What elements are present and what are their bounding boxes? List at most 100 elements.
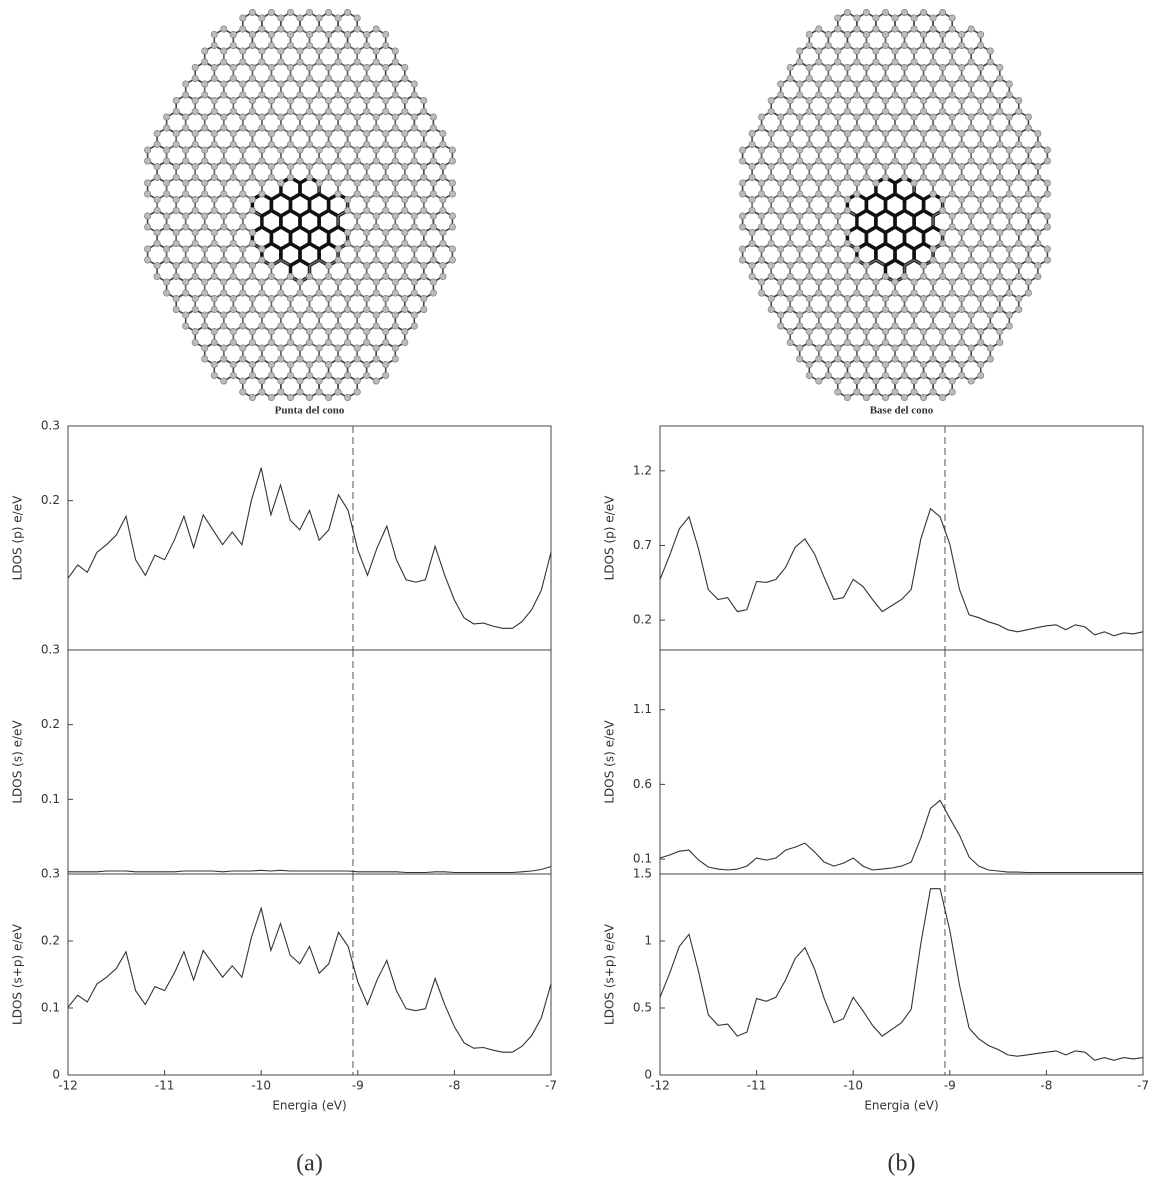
atom [863,262,869,268]
atom [901,130,907,136]
atom [335,48,341,54]
atom [249,196,255,202]
atom [863,339,869,345]
atom [1006,257,1012,263]
atom [249,130,255,136]
atom [402,97,408,103]
atom [816,81,822,87]
atom [959,372,965,378]
atom [421,240,427,246]
atom [411,290,417,296]
atom [259,345,265,351]
atom [939,108,945,114]
atom [797,345,803,351]
atom [373,180,379,186]
atom [1025,279,1031,285]
atom [930,290,936,296]
atom [230,339,236,345]
atom [1035,273,1041,279]
atom [240,158,246,164]
atom [911,81,917,87]
atom [373,279,379,285]
atom [987,158,993,164]
atom [421,207,427,213]
atom [240,114,246,120]
atom [402,75,408,81]
atom [163,114,169,120]
atom [997,207,1003,213]
atom [930,92,936,98]
caption: (a) [296,1151,323,1177]
atom [835,147,841,153]
atom [768,295,774,301]
atom [259,180,265,186]
atom [1035,130,1041,136]
atom [987,81,993,87]
atom [892,279,898,285]
atom [383,262,389,268]
atom [863,9,869,15]
atom [202,312,208,318]
atom [249,295,255,301]
atom [259,15,265,21]
atom [392,323,398,329]
atom [1006,147,1012,153]
atom [873,15,879,21]
atom [854,356,860,362]
atom [825,97,831,103]
atom [192,207,198,213]
atom [211,163,217,169]
atom [873,81,879,87]
atom [364,240,370,246]
atom [930,378,936,384]
atom [1035,262,1041,268]
atom [930,257,936,263]
atom [211,141,217,147]
atom [892,15,898,21]
atom [997,196,1003,202]
atom [806,64,812,70]
atom [749,207,755,213]
atom [392,279,398,285]
atom [959,262,965,268]
atom [911,147,917,153]
atom [278,345,284,351]
atom [844,306,850,312]
atom [949,389,955,395]
atom [221,345,227,351]
atom [202,257,208,263]
x-tick-label: -10 [843,1079,863,1093]
atom [778,81,784,87]
atom [421,97,427,103]
atom [930,323,936,329]
atom [335,59,341,65]
atom [316,48,322,54]
atom [278,158,284,164]
atom [402,163,408,169]
atom [778,158,784,164]
atom [316,389,322,395]
atom [259,312,265,318]
atom [911,158,917,164]
atom [835,389,841,395]
atom [249,108,255,114]
atom [863,64,869,70]
atom [1025,114,1031,120]
atom [797,92,803,98]
atom [402,229,408,235]
atom [268,328,274,334]
atom [411,246,417,252]
atom [297,81,303,87]
atom [383,306,389,312]
atom [173,97,179,103]
atom [835,356,841,362]
atom [316,26,322,32]
atom [806,141,812,147]
atom [806,339,812,345]
atom [911,356,917,362]
atom [1025,158,1031,164]
atom [939,130,945,136]
atom [930,15,936,21]
atom [316,290,322,296]
atom [297,356,303,362]
